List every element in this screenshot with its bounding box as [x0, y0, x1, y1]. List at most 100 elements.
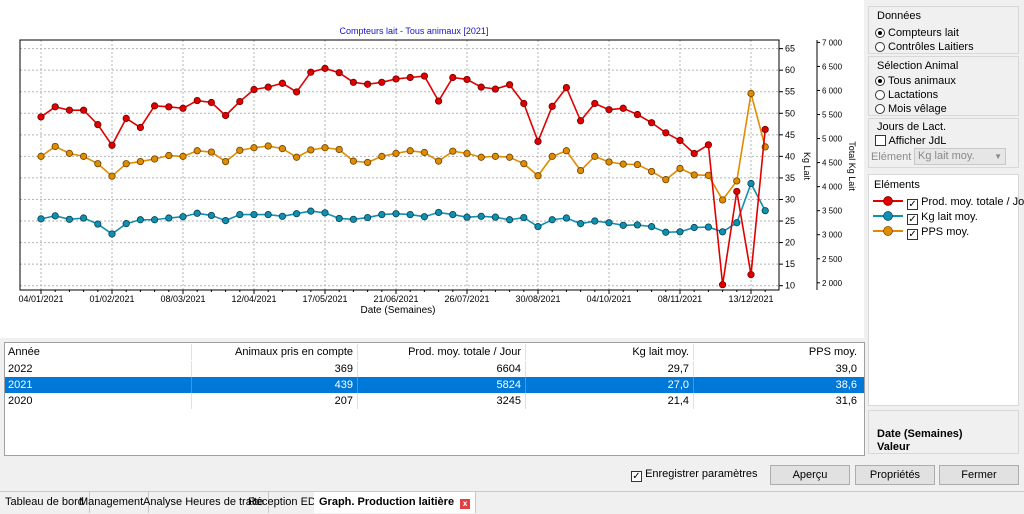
- data-point: [193, 96, 201, 105]
- radio-tous-animaux[interactable]: Tous animaux: [875, 74, 956, 88]
- data-point: [491, 85, 499, 93]
- data-point: [704, 141, 713, 149]
- radio-mois-velage[interactable]: Mois vêlage: [875, 102, 947, 116]
- data-point: [449, 210, 457, 219]
- info-box: Date (Semaines) Valeur: [868, 410, 1019, 454]
- data-point: [151, 216, 159, 224]
- radio-lactations[interactable]: Lactations: [875, 88, 938, 102]
- column-header-annee[interactable]: Année: [8, 346, 40, 358]
- data-point: [278, 212, 286, 220]
- data-point: [690, 149, 698, 158]
- data-point: [65, 106, 74, 114]
- data-point: [704, 223, 713, 231]
- y-tick-label: 25: [785, 216, 795, 226]
- data-point: [406, 210, 414, 219]
- y2-tick-label: 5 000: [822, 135, 843, 144]
- data-point: [94, 121, 102, 129]
- donnees-group: Données Compteurs lait Contrôles Laitier…: [868, 6, 1019, 54]
- tab-analyse-heures[interactable]: Analyse Heures de traite: [138, 492, 270, 513]
- data-point: [250, 85, 258, 94]
- afficher-jdl-checkbox[interactable]: Afficher JdL: [875, 134, 946, 148]
- data-point: [136, 216, 144, 224]
- data-point: [292, 88, 301, 96]
- data-point: [250, 144, 258, 152]
- data-point: [676, 164, 684, 173]
- data-point: [505, 216, 514, 224]
- data-point: [477, 83, 485, 91]
- elements-group: Eléments ✓ Prod. moy. totale / Jour ✓ Kg…: [868, 174, 1024, 406]
- data-point: [477, 153, 485, 161]
- data-point: [136, 157, 144, 166]
- data-point: [605, 106, 613, 114]
- save-params-checkbox[interactable]: ✓ Enregistrer paramètres: [631, 468, 758, 482]
- data-point: [363, 158, 372, 167]
- data-point: [165, 103, 173, 111]
- data-point: [207, 211, 215, 220]
- radio-controles-laitiers[interactable]: Contrôles Laitiers: [875, 40, 974, 54]
- y2-tick-label: 3 000: [822, 231, 843, 240]
- close-icon[interactable]: x: [460, 499, 471, 509]
- y2-tick-label: 6 000: [822, 86, 843, 95]
- data-point: [463, 75, 471, 84]
- tab-tableau-de-bord[interactable]: Tableau de bord: [0, 492, 90, 513]
- data-point: [662, 176, 670, 184]
- data-point: [562, 83, 571, 92]
- data-point: [321, 64, 329, 72]
- cell-annee: 2021: [8, 379, 33, 391]
- table-row[interactable]: 2020 207 3245 21,4 31,6: [5, 393, 864, 409]
- y-tick-label: 65: [785, 44, 795, 54]
- proprietes-button[interactable]: Propriétés: [855, 465, 935, 485]
- column-header-prod[interactable]: Prod. moy. totale / Jour: [408, 346, 521, 358]
- options-panel: Données Compteurs lait Contrôles Laitier…: [866, 2, 1024, 457]
- cell-annee: 2020: [8, 395, 33, 407]
- chart-title: Compteurs lait - Tous animaux [2021]: [340, 26, 489, 36]
- radio-compteurs-lait[interactable]: Compteurs lait: [875, 26, 959, 40]
- selection-animal-title: Sélection Animal: [877, 60, 959, 72]
- legend-checkbox-prod[interactable]: ✓: [907, 199, 919, 210]
- data-point: [321, 209, 329, 217]
- data-point: [619, 221, 627, 229]
- data-point: [633, 160, 642, 169]
- data-point: [591, 217, 599, 225]
- column-header-kg-lait[interactable]: Kg lait moy.: [632, 346, 689, 358]
- data-point: [718, 281, 727, 289]
- data-point: [165, 214, 173, 222]
- data-point: [718, 196, 727, 204]
- cell-pps: 39,0: [835, 363, 857, 375]
- y2-tick-label: 4 500: [822, 159, 843, 168]
- data-point: [349, 157, 357, 165]
- element-dropdown[interactable]: Kg lait moy. ▼: [914, 148, 1006, 165]
- table-row[interactable]: 2022 369 6604 29,7 39,0: [5, 361, 864, 377]
- column-header-pps[interactable]: PPS moy.: [808, 346, 857, 358]
- column-header-animaux[interactable]: Animaux pris en compte: [235, 346, 353, 358]
- data-point: [761, 207, 769, 215]
- data-point: [591, 152, 599, 160]
- data-point: [80, 106, 88, 114]
- data-point: [207, 148, 215, 156]
- legend-checkbox-pps[interactable]: ✓: [907, 229, 919, 240]
- data-point: [434, 208, 443, 217]
- fermer-button[interactable]: Fermer: [939, 465, 1019, 485]
- data-point: [548, 216, 556, 224]
- legend-item-kg-lait[interactable]: ✓ Kg lait moy.: [872, 209, 978, 225]
- tab-management[interactable]: Management: [74, 492, 150, 513]
- table-row-selected[interactable]: 2021 439 5824 27,0 38,6: [5, 377, 864, 393]
- tab-graph-production[interactable]: Graph. Production laitière x: [314, 492, 477, 513]
- x-tick-label: 04/10/2021: [586, 294, 631, 304]
- data-point: [378, 78, 386, 86]
- data-point: [363, 80, 372, 88]
- data-point: [51, 103, 59, 111]
- cell-pps: 38,6: [835, 379, 857, 391]
- data-point: [193, 147, 201, 155]
- data-point: [80, 214, 88, 222]
- legend-item-prod[interactable]: ✓ Prod. moy. totale / Jour: [872, 194, 1024, 210]
- apercu-button[interactable]: Aperçu: [770, 465, 850, 485]
- table-header-row: Année Animaux pris en compte Prod. moy. …: [5, 344, 864, 360]
- data-point: [292, 210, 301, 218]
- legend-item-pps[interactable]: ✓ PPS moy.: [872, 224, 969, 240]
- y-axis-label-left: Kg Lait: [802, 152, 812, 181]
- data-point: [676, 136, 684, 145]
- data-point: [548, 152, 556, 160]
- legend-checkbox-kg-lait[interactable]: ✓: [907, 214, 919, 225]
- data-point: [250, 210, 258, 219]
